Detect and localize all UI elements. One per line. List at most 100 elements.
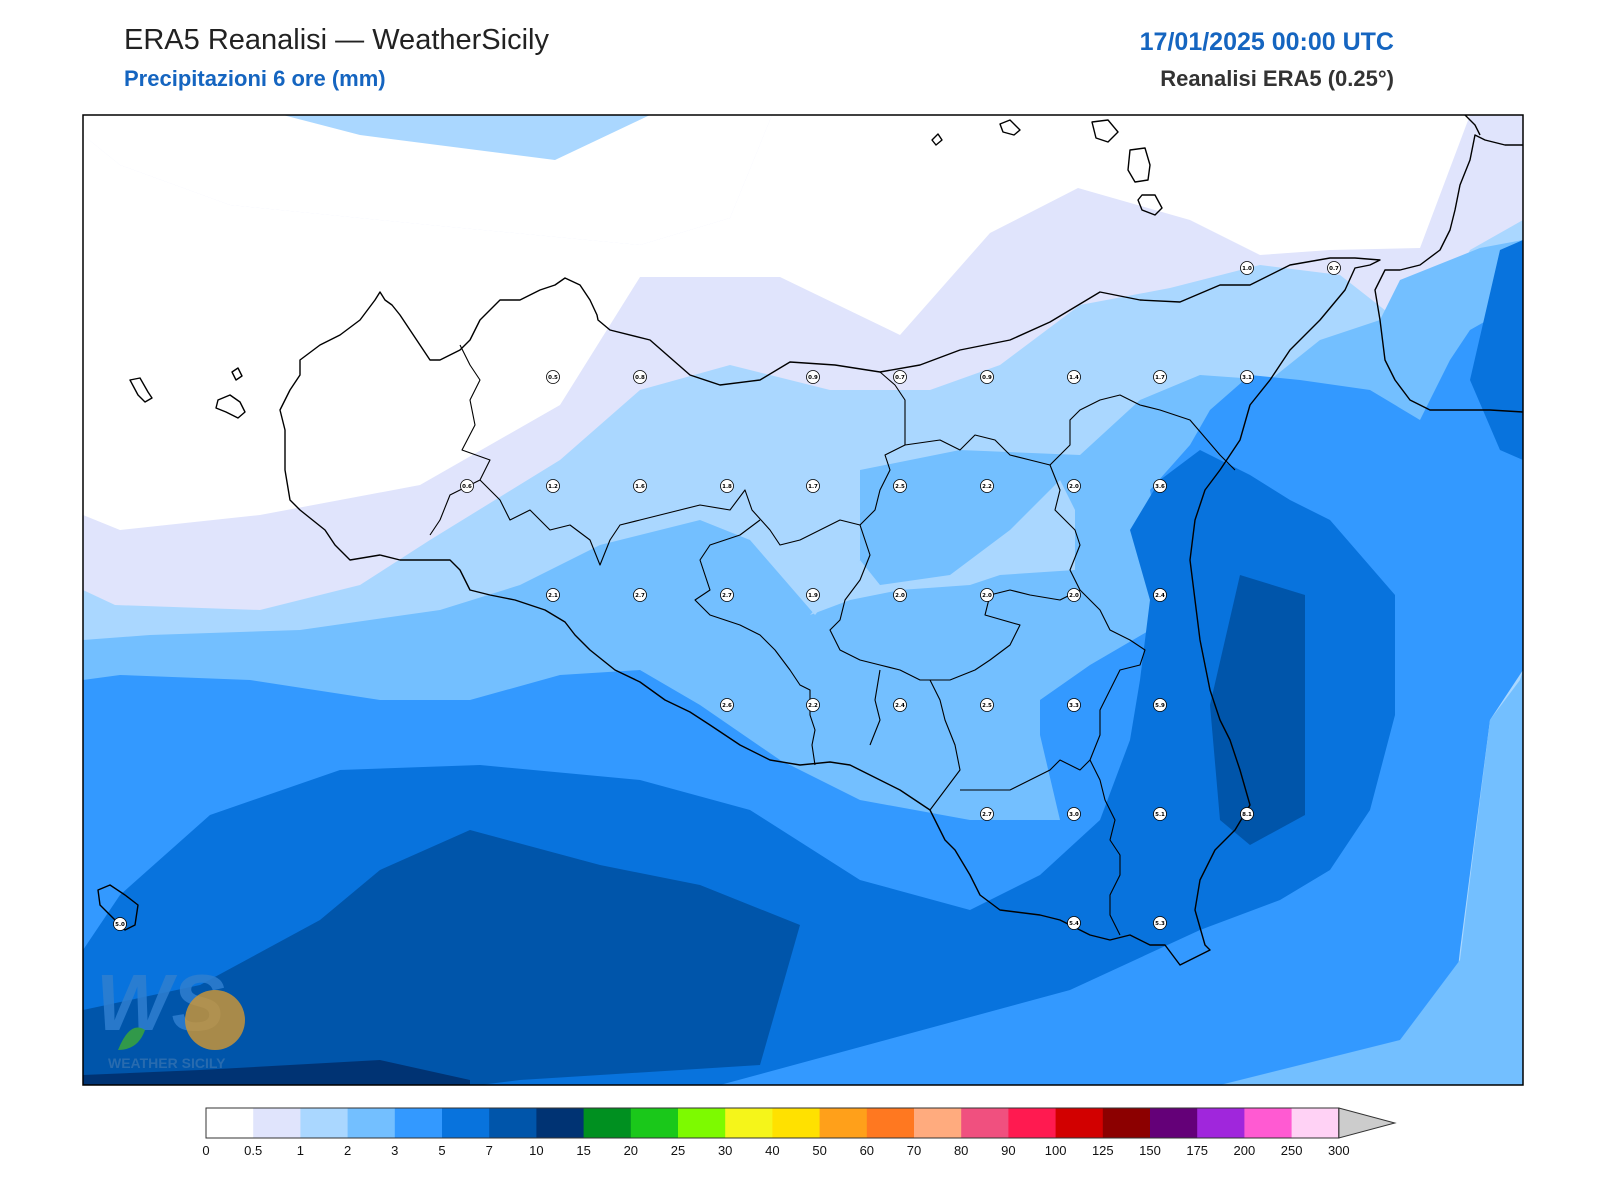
grid-point-value: 2.6 xyxy=(722,703,732,709)
grid-point-value: 1.2 xyxy=(548,484,558,490)
colorbar-tick-label: 250 xyxy=(1281,1143,1303,1158)
grid-point-marker xyxy=(720,479,734,493)
grid-point-value: 1.0 xyxy=(1242,266,1252,272)
grid-point-marker xyxy=(633,588,647,602)
grid-point-marker xyxy=(460,479,474,493)
grid-point-marker xyxy=(893,370,907,384)
grid-point-value: 1.9 xyxy=(808,593,818,599)
colorbar-swatch xyxy=(866,1108,915,1138)
grid-point-value: 2.0 xyxy=(1069,484,1079,490)
colorbar-outline xyxy=(205,1107,1340,1139)
calabria-coast-north xyxy=(1464,114,1481,136)
map-frame xyxy=(82,114,1524,1086)
grid-point-value: 2.7 xyxy=(982,812,992,818)
grid-point-marker xyxy=(633,479,647,493)
grid-point-value: 2.2 xyxy=(808,703,818,709)
grid-point-marker xyxy=(806,479,820,493)
province-border xyxy=(929,464,1081,811)
colorbar-tick-label: 1 xyxy=(297,1143,304,1158)
favignana-coast xyxy=(215,394,246,419)
grid-point-marker xyxy=(806,370,820,384)
grid-point-marker xyxy=(1327,261,1341,275)
grid-point-marker xyxy=(980,698,994,712)
colorbar-tick-label: 80 xyxy=(954,1143,968,1158)
grid-point-marker xyxy=(546,370,560,384)
precip-band-5-7 xyxy=(1470,240,1523,460)
precip-band-7-10 xyxy=(83,830,800,1085)
grid-point-value: 0.9 xyxy=(808,375,818,381)
grid-point-value: 0.7 xyxy=(1329,266,1339,272)
grid-point-marker xyxy=(1240,807,1254,821)
grid-point-value: 5.4 xyxy=(1069,921,1079,927)
colorbar-swatch xyxy=(630,1108,679,1138)
colorbar-swatch xyxy=(1291,1108,1340,1138)
grid-point-value: 2.1 xyxy=(548,593,558,599)
grid-point-value: 2.2 xyxy=(982,484,992,490)
colorbar-tick-label: 15 xyxy=(576,1143,590,1158)
colorbar-tick-label: 0 xyxy=(202,1143,209,1158)
grid-point-marker xyxy=(1067,588,1081,602)
alicudi-coast xyxy=(931,133,943,146)
grid-point-value: 2.0 xyxy=(982,593,992,599)
grid-point-marker xyxy=(1153,370,1167,384)
grid-point-value: 5.1 xyxy=(1155,812,1165,818)
logo: WS WEATHER SICILY xyxy=(96,958,245,1071)
colorbar-tick-label: 0.5 xyxy=(244,1143,262,1158)
colorbar-swatch xyxy=(678,1108,726,1138)
grid-point-value: 3.3 xyxy=(1069,703,1079,709)
colorbar-swatch xyxy=(394,1108,443,1138)
grid-point-value: 3.1 xyxy=(1242,375,1252,381)
colorbar-swatch xyxy=(347,1108,396,1138)
colorbar-tick-label: 20 xyxy=(624,1143,638,1158)
valid-datetime: 17/01/2025 00:00 UTC xyxy=(1139,28,1394,56)
grid-point-value: 2.0 xyxy=(1069,593,1079,599)
grid-point-marker xyxy=(546,588,560,602)
grid-point-marker xyxy=(1153,698,1167,712)
grid-point-value: 1.6 xyxy=(635,484,645,490)
precip-band-10-15 xyxy=(83,1060,470,1085)
grid-point-value: 2.7 xyxy=(722,593,732,599)
grid-point-value: 3.6 xyxy=(1155,484,1165,490)
colorbar-swatch xyxy=(253,1108,301,1138)
colorbar-swatch xyxy=(1197,1108,1245,1138)
grid-point-marker xyxy=(893,588,907,602)
colorbar-swatch xyxy=(206,1108,254,1138)
colorbar-swatch xyxy=(961,1108,1009,1138)
grid-point-marker xyxy=(980,588,994,602)
colorbar-tick-label: 2 xyxy=(344,1143,351,1158)
grid-point-marker xyxy=(1240,261,1254,275)
colorbar-swatch xyxy=(772,1108,821,1138)
logo-text: WEATHER SICILY xyxy=(108,1055,226,1071)
grid-point-value: 2.5 xyxy=(895,484,905,490)
data-source: Reanalisi ERA5 (0.25°) xyxy=(1160,66,1394,91)
chart-subtitle: Precipitazioni 6 ore (mm) xyxy=(124,66,386,91)
grid-point-value: 2.0 xyxy=(895,593,905,599)
grid-point-value: 5.9 xyxy=(1155,703,1165,709)
colorbar-swatch xyxy=(725,1108,773,1138)
colorbar-tick-label: 5 xyxy=(438,1143,445,1158)
grid-point-marker xyxy=(546,479,560,493)
colorbar-tick-label: 25 xyxy=(671,1143,685,1158)
grid-point-marker xyxy=(980,807,994,821)
grid-point-marker xyxy=(806,698,820,712)
coastlines xyxy=(97,114,1524,966)
colorbar: 0 0.5 1 2 3 5 7 10 15 20 25 30 40 50 60 70 80 90 100 125 150… xyxy=(202,1107,1397,1158)
precip-contours xyxy=(83,115,1523,1085)
province-border xyxy=(869,669,881,746)
colorbar-swatch xyxy=(1244,1108,1293,1138)
colorbar-tick-label: 40 xyxy=(765,1143,779,1158)
colorbar-swatch xyxy=(583,1108,632,1138)
province-border xyxy=(1089,759,1121,936)
grid-point-value: 2.4 xyxy=(895,703,905,709)
grid-point-marker xyxy=(1153,807,1167,821)
salina-coast xyxy=(1091,119,1119,143)
levanzo-coast xyxy=(231,367,243,381)
colorbar-tick-label: 175 xyxy=(1186,1143,1208,1158)
grid-point-value: 5.3 xyxy=(1155,921,1165,927)
province-borders xyxy=(429,344,1236,936)
grid-point-value: 1.7 xyxy=(1155,375,1165,381)
grid-point-marker xyxy=(113,917,127,931)
grid-point-value: 0.8 xyxy=(635,375,645,381)
colorbar-swatch xyxy=(819,1108,868,1138)
logo-sun-icon xyxy=(185,990,245,1050)
